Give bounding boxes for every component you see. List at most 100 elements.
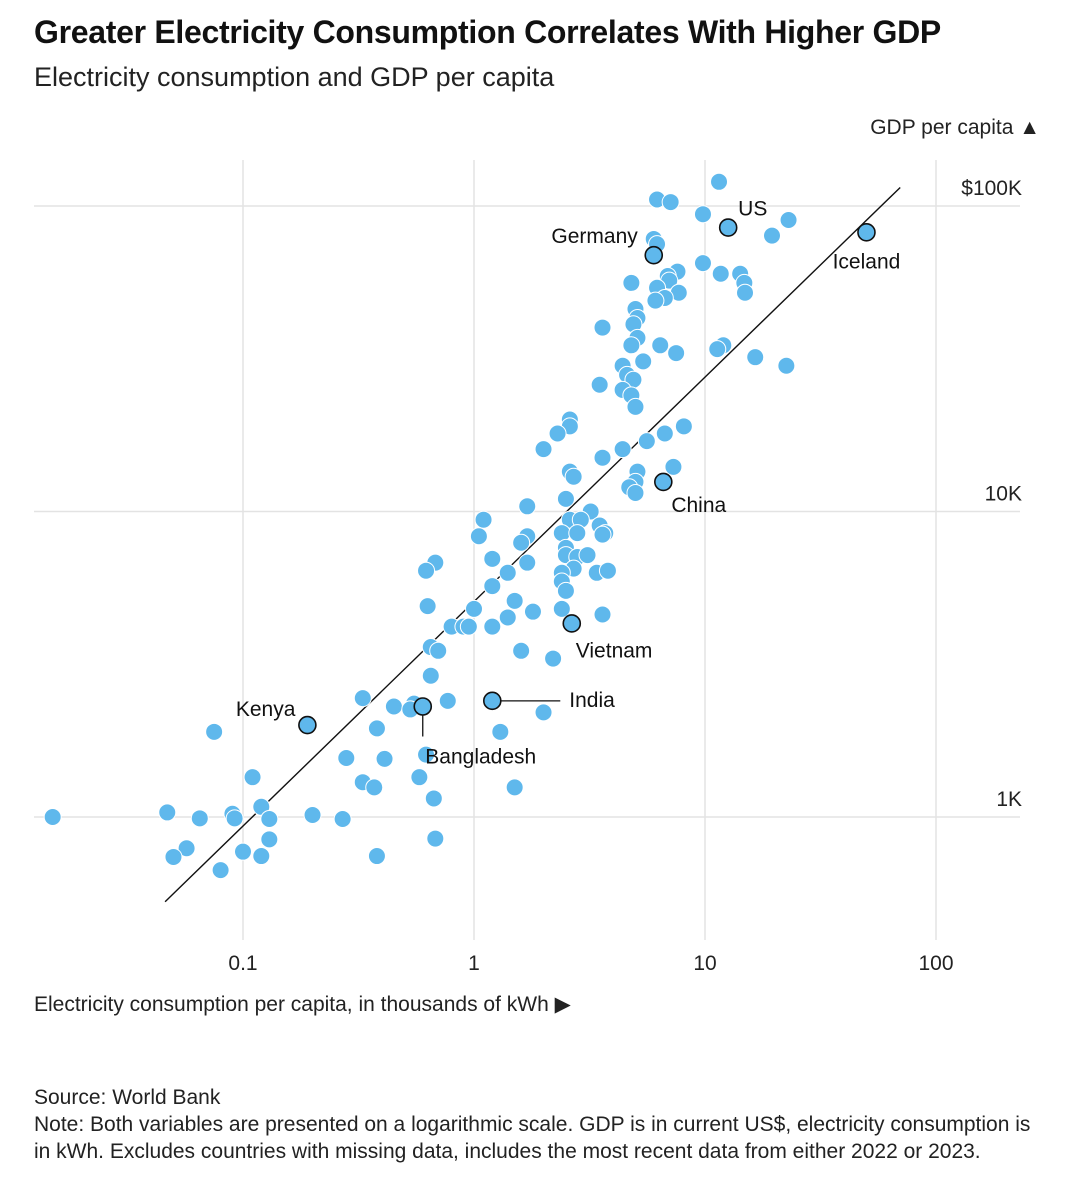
data-point	[552, 599, 571, 618]
data-point	[708, 340, 727, 359]
x-tick-label: 1	[468, 952, 480, 975]
data-point	[779, 210, 798, 229]
data-point	[243, 768, 262, 787]
data-point	[465, 599, 483, 618]
data-point	[498, 563, 517, 582]
data-point	[590, 375, 609, 394]
data-point	[548, 424, 567, 443]
data-point	[367, 847, 386, 866]
data-point	[655, 424, 674, 443]
data-point	[498, 608, 517, 627]
data-point	[637, 432, 656, 451]
data-point	[626, 397, 645, 416]
data-point	[418, 597, 437, 616]
chart-footer: Source: World Bank Note: Both variables …	[34, 1084, 1034, 1165]
data-point	[234, 842, 252, 861]
data-point	[523, 602, 542, 621]
data-point	[634, 352, 653, 371]
data-point	[661, 193, 680, 212]
data-point	[469, 527, 488, 546]
data-point	[593, 525, 612, 544]
country-label-us: US	[738, 198, 767, 221]
y-axis-title: GDP per capita ▲	[870, 116, 1040, 139]
data-point	[424, 789, 443, 808]
data-point	[622, 273, 641, 292]
data-point	[664, 457, 683, 476]
data-point	[622, 336, 641, 355]
data-point	[158, 803, 177, 822]
x-axis-title: Electricity consumption per capita, in t…	[34, 993, 571, 1016]
data-point	[260, 830, 279, 849]
data-point	[518, 553, 537, 572]
data-point	[333, 810, 352, 829]
highlight-point-germany	[644, 245, 664, 265]
y-tick-label: $100K	[961, 177, 1022, 200]
y-tick-label: 1K	[996, 788, 1022, 811]
data-point	[491, 722, 510, 741]
source-note: Source: World Bank	[34, 1086, 221, 1109]
country-label-kenya: Kenya	[236, 698, 296, 721]
data-point	[598, 561, 617, 580]
data-point	[568, 524, 587, 543]
data-point	[736, 283, 755, 302]
data-point	[544, 649, 563, 668]
data-point	[777, 356, 796, 375]
data-point	[205, 722, 224, 741]
country-label-vietnam: Vietnam	[576, 639, 653, 662]
data-point	[512, 641, 531, 660]
trend-line	[164, 186, 901, 903]
data-point	[384, 697, 403, 716]
highlight-point-china	[654, 472, 673, 492]
x-tick-label: 100	[918, 952, 953, 975]
data-point	[260, 810, 279, 829]
data-point	[578, 546, 597, 565]
data-point	[746, 348, 765, 367]
country-label-iceland: Iceland	[833, 250, 901, 273]
data-point	[303, 806, 322, 825]
country-label-germany: Germany	[551, 225, 638, 248]
data-point	[762, 226, 781, 245]
data-point	[483, 617, 502, 636]
data-point	[626, 483, 645, 502]
data-point	[365, 778, 384, 797]
data-point	[505, 591, 524, 610]
data-point	[483, 549, 502, 568]
highlight-point-kenya	[298, 715, 317, 735]
data-point	[177, 839, 196, 858]
data-point	[367, 719, 386, 738]
data-point	[534, 440, 553, 459]
data-point	[534, 703, 553, 722]
data-point	[674, 417, 693, 436]
data-point	[474, 510, 493, 529]
data-point	[593, 318, 612, 337]
country-label-bangladesh: Bangladesh	[425, 745, 536, 768]
data-point	[417, 745, 436, 764]
data-point	[252, 847, 271, 866]
data-point	[337, 749, 356, 768]
data-point	[593, 448, 612, 467]
chart-title: Greater Electricity Consumption Correlat…	[34, 14, 941, 50]
data-point	[564, 467, 583, 486]
x-tick-label: 0.1	[228, 952, 257, 975]
data-point	[353, 689, 372, 708]
highlight-point-iceland	[857, 223, 876, 242]
data-point	[593, 605, 612, 624]
data-point	[710, 172, 729, 191]
highlight-point-vietnam	[562, 614, 582, 633]
data-point	[556, 489, 575, 508]
data-point	[417, 561, 436, 580]
data-point	[613, 440, 632, 459]
data-point	[651, 336, 670, 355]
data-point	[438, 691, 457, 710]
data-point	[190, 809, 209, 828]
data-point	[459, 617, 478, 636]
highlight-point-bangladesh	[413, 697, 433, 716]
data-point	[426, 829, 445, 848]
country-label-india: India	[569, 689, 615, 712]
data-point	[211, 861, 230, 880]
data-point	[483, 577, 502, 596]
data-point	[646, 291, 665, 310]
data-point	[43, 808, 62, 826]
x-tick-label: 10	[693, 952, 716, 975]
scatter-chart: GDP per capita ▲ 0.1 1 10 100 1K 10K $100K US Ger…	[34, 116, 1040, 975]
